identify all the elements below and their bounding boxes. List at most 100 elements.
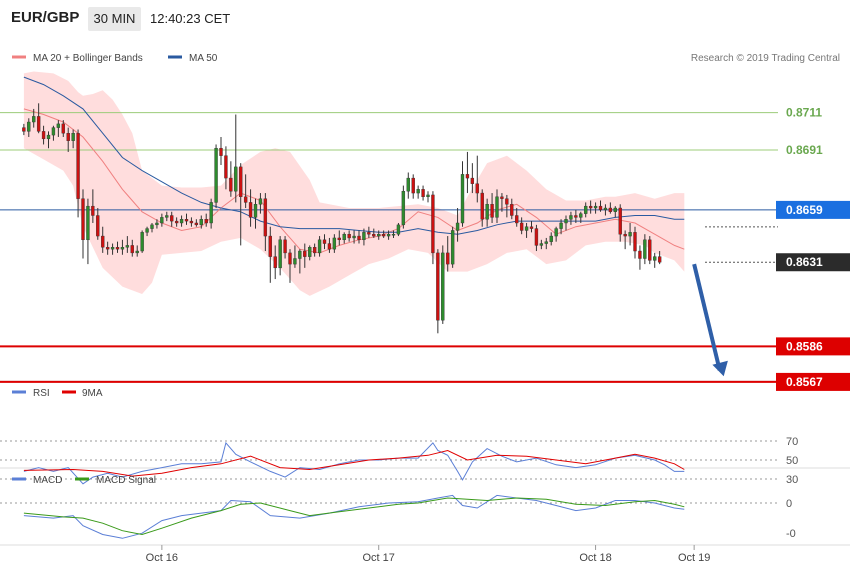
bollinger-band-area [23,71,685,296]
candle-body [322,239,327,244]
candle-body [209,202,213,224]
rsi-tick-label: 50 [786,455,798,467]
candle-body [455,222,460,231]
candle-body [32,116,36,123]
candle-body [460,174,465,224]
candle-body [76,133,80,199]
candle-body [372,233,376,237]
candle-body [386,233,391,237]
candle-body [401,190,406,226]
rsi-tick-label: 30 [786,474,798,486]
candle-body [125,245,130,248]
candle-body [465,174,470,179]
candle-body [569,215,573,220]
candle-body [584,205,588,214]
candle-body [510,204,514,216]
candle-body [160,217,164,224]
chart-header: EUR/GBP 30 MIN 12:40:23 CET [0,0,850,36]
candle-body [450,230,455,265]
candle-body [273,256,277,269]
candle-body [406,177,410,192]
x-tick-label: Oct 17 [363,552,395,564]
candle-body [317,239,322,254]
candle-body [36,116,41,132]
candle-body [258,198,263,205]
support-label-4: 0.8586 [786,339,823,353]
pivot-badge [776,200,850,219]
candle-body [598,205,603,211]
symbol-label: EUR/GBP [11,9,80,26]
legend-rsi-ma-label: 9MA [82,388,103,399]
candle-body [391,233,396,236]
candle-body [234,166,238,192]
candle-body [347,233,351,239]
candle-body [22,127,26,132]
candle-body [253,204,258,218]
candle-body [155,222,159,226]
candle-body [534,228,539,246]
clock-label: 12:40:23 CET [150,11,231,26]
candle-body [312,247,317,254]
candle-body [352,235,356,239]
candle-body [219,147,223,156]
candle-body [86,205,90,241]
rsi-tick-label: 70 [786,436,798,448]
legend-ma50-label: MA 50 [189,53,218,64]
candle-body [174,220,179,224]
candle-body [293,258,297,265]
candle-body [214,147,218,203]
candle-body [505,198,509,205]
candle-body [66,133,70,141]
candle-body [500,196,504,199]
candle-body [263,198,268,237]
candle-body [603,207,608,211]
candle-body [411,177,415,194]
resistance-label-0: 0.8711 [786,106,822,120]
candle-body [179,219,184,224]
candle-body [643,239,647,259]
candle-body [239,166,243,198]
candle-body [613,207,617,212]
timeframe-badge[interactable]: 30 MIN [88,7,141,31]
candle-body [421,189,425,198]
candle-body [377,233,381,237]
candle-body [485,204,489,220]
candle-body [554,228,558,237]
candle-body [539,243,544,246]
candle-body [431,194,435,254]
copyright-label: Research © 2019 Trading Central [691,53,840,64]
candle-body [268,235,272,257]
candle-body [470,177,475,184]
projection-arrow-shaft [692,263,722,371]
candle-body [41,131,46,140]
resistance-label-1: 0.8691 [786,143,823,157]
support-badge-4 [776,337,850,356]
candle-body [588,205,593,209]
candle-body [204,219,208,224]
candle-body [638,250,642,259]
candle-body [657,256,662,263]
candle-body [648,239,652,261]
candle-body [524,226,529,231]
current-price-label: 0.8631 [786,255,823,269]
candle-body [529,226,534,229]
candle-body [145,228,149,233]
candle-body [436,252,440,321]
candle-body [308,247,312,257]
candle-body [71,133,75,141]
legend-macd-label: MACD [33,475,62,486]
candle-body [628,232,632,237]
candle-body [150,224,154,229]
x-tick-label: Oct 16 [146,552,178,564]
candle-body [608,207,613,212]
candle-body [248,202,253,218]
candle-body [199,219,203,226]
candle-body [283,239,287,254]
candle-body [396,224,401,235]
candle-body [278,239,282,269]
candle-body [56,123,61,128]
candle-body [381,233,386,237]
candle-body [81,198,85,241]
candle-body [27,121,31,132]
